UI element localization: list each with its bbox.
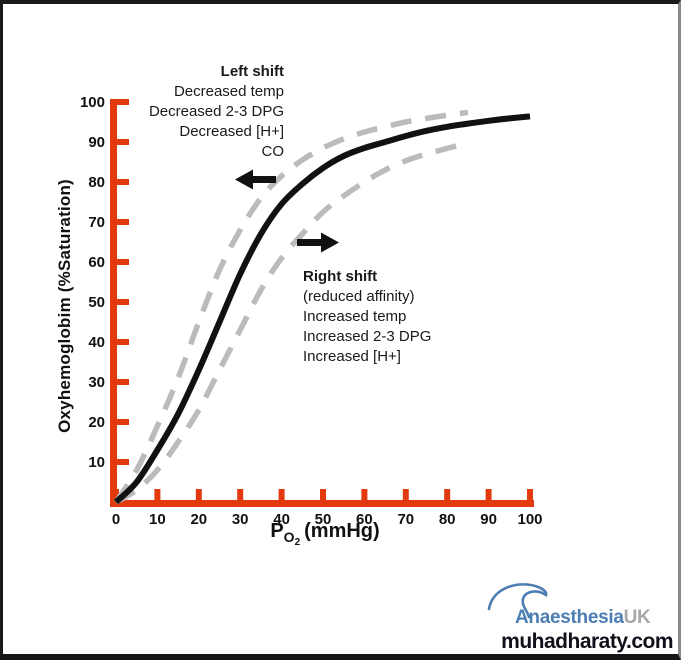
y-tick-label: 20 [88,414,105,431]
right-shift-line: Increased 2-3 DPG [303,328,432,345]
y-axis-tick [117,219,129,225]
left-shift-annotation: Left shift Decreased temp Decreased 2-3 … [149,62,284,162]
x-axis-tick [154,489,161,501]
x-axis-subsubscript: 2 [294,537,301,548]
right-shift-title: Right shift [303,268,378,285]
x-axis-tick [113,489,119,501]
left-shift-title: Left shift [220,63,284,80]
logo-text-secondary: UK [623,607,651,628]
y-tick-label: 60 [88,254,105,271]
x-tick-label: 40 [273,511,290,528]
curve-normal-curve [113,113,531,505]
logo-text-primary: Anaesthesia [515,607,624,628]
right-shift-line: Increased [H+] [303,348,401,365]
x-tick-label: 60 [356,511,373,528]
x-tick-label: 100 [517,511,542,528]
y-axis-tick [117,339,129,345]
left-shift-line: Decreased 2-3 DPG [148,103,284,120]
y-tick-label: 70 [88,214,105,231]
right-shift-arrow [297,232,339,253]
left-shift-arrow [235,169,276,190]
y-axis-tick [117,259,129,265]
x-axis-units: (mmHg) [304,520,380,542]
y-axis-line [110,99,117,507]
x-axis-symbol: P [270,520,284,542]
watermark-text: muhadharaty.com [501,630,673,653]
x-axis-tick [485,489,492,501]
y-axis-tick [117,139,129,145]
x-tick-label: 10 [149,511,166,528]
right-shift-line: Increased temp [303,308,407,325]
left-shift-line: Decreased temp [173,83,284,100]
y-axis-tick [117,99,129,105]
y-tick-label: 10 [88,454,105,471]
oxyhemoglobin-curve-plot: 0 10 20 30 40 50 60 70 80 90 100 10 20 30 40 50 60 70 80 90… [80,94,543,528]
y-tick-label: 100 [80,94,105,111]
y-tick-label: 90 [88,134,105,151]
x-tick-label: 0 [112,511,120,528]
x-axis-subscript: O [283,529,295,545]
y-axis-title: Oxyhemoglobim (%Saturation) [55,179,74,433]
x-tick-label: 90 [480,511,497,528]
x-tick-label: 50 [315,511,332,528]
curve-left-shifted-curve [113,109,469,504]
right-shift-annotation: Right shift (reduced affinity) Increased… [303,267,431,367]
y-tick-label: 50 [88,294,105,311]
x-tick-label: 70 [397,511,414,528]
anaesthesia-uk-logo: AnaesthesiaUK [481,578,666,628]
x-tick-label: 80 [439,511,456,528]
y-axis-tick [117,419,129,425]
y-axis-tick [117,179,129,185]
y-axis-tick [117,299,129,305]
y-axis-tick [117,459,129,465]
x-axis-tick [237,489,244,501]
y-tick-label: 40 [88,334,105,351]
y-tick-label: 30 [88,374,105,391]
x-tick-label: 20 [190,511,207,528]
x-axis-tick [444,489,451,501]
x-axis-tick [361,489,368,501]
x-axis-tick [402,489,409,501]
right-shift-line: (reduced affinity) [303,288,415,305]
x-axis-tick [320,489,326,501]
curve-right-shifted-curve [114,142,461,505]
x-tick-label: 30 [232,511,249,528]
y-tick-label: 80 [88,174,105,191]
x-axis-title: PO2(mmHg) [270,520,380,548]
left-shift-line: CO [261,143,285,160]
logo-swoosh-icon [487,583,548,619]
x-axis-tick [278,489,285,501]
logo-wordmark: AnaesthesiaUK [515,607,651,629]
x-axis-line [110,500,534,507]
y-axis-tick [117,379,129,385]
x-axis-tick [195,489,202,501]
x-axis-tick [527,489,533,501]
left-shift-line: Decreased [H+] [179,123,284,140]
